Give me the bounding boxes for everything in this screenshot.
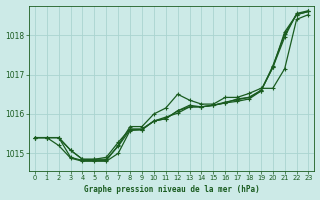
X-axis label: Graphe pression niveau de la mer (hPa): Graphe pression niveau de la mer (hPa): [84, 185, 260, 194]
